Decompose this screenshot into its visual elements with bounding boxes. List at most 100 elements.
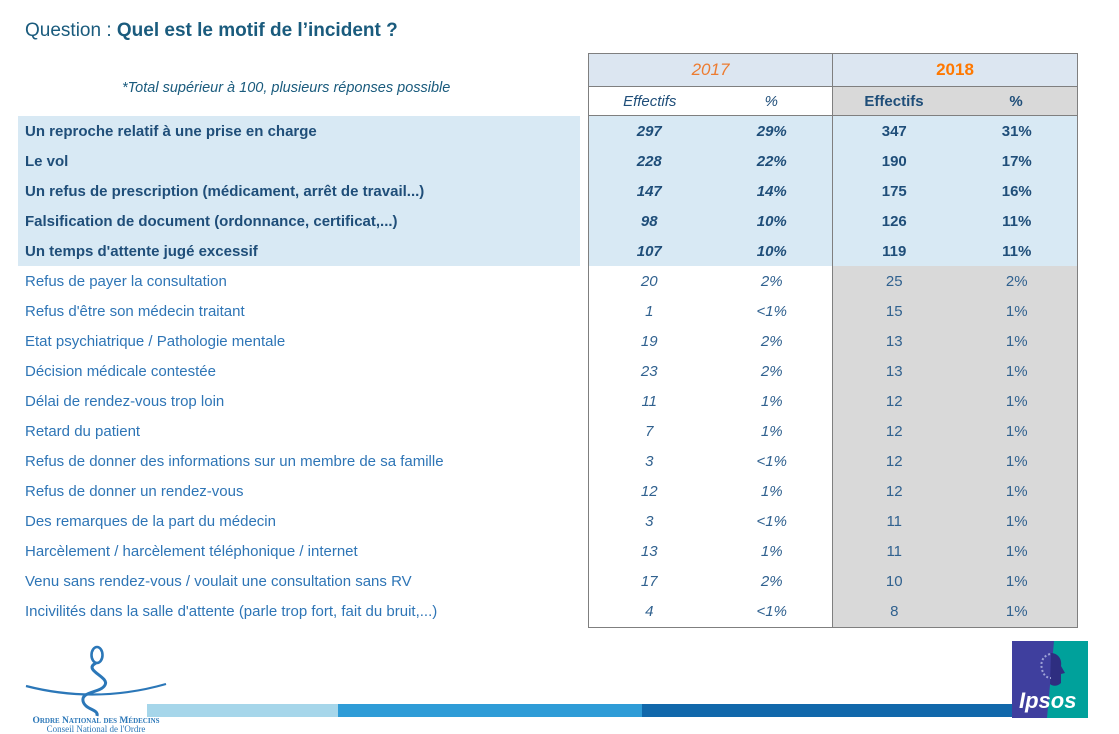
page-title: Question : Quel est le motif de l’incide… bbox=[25, 20, 398, 42]
value-2018-effectifs: 190 bbox=[833, 146, 956, 177]
column-header-2017: 2017 bbox=[588, 53, 833, 87]
value-2017-pct: 2% bbox=[710, 266, 833, 297]
row-label: Un temps d'attente jugé excessif bbox=[18, 236, 580, 267]
value-2018-pct: 17% bbox=[955, 146, 1078, 177]
subheader-2017-pct: % bbox=[764, 92, 778, 110]
row-gap bbox=[580, 116, 588, 146]
subheader-2018: Effectifs % bbox=[832, 86, 1078, 116]
value-2017-pct: 2% bbox=[710, 326, 833, 357]
value-2017-effectifs: 107 bbox=[588, 236, 711, 267]
ipsos-wordmark: Ipsos bbox=[1019, 688, 1076, 713]
row-gap bbox=[580, 477, 588, 507]
value-2017-pct: 1% bbox=[710, 416, 833, 447]
row-label: Etat psychiatrique / Pathologie mentale bbox=[25, 332, 286, 350]
table-row: Harcèlement / harcèlement téléphonique /… bbox=[18, 536, 1078, 567]
value-2018-pct: 1% bbox=[955, 326, 1078, 357]
value-2017-pct: 22% bbox=[710, 146, 833, 177]
row-gap bbox=[580, 176, 588, 206]
onm-swoosh-shape bbox=[25, 682, 167, 696]
row-label: Harcèlement / harcèlement téléphonique /… bbox=[25, 543, 358, 561]
value-2018-effectifs: 13 bbox=[833, 356, 956, 387]
value-2018-effectifs: 12 bbox=[833, 416, 956, 447]
table-row: Retard du patient 7 1% 12 1% bbox=[18, 416, 1078, 447]
table-row: Le vol 228 22% 190 17% bbox=[18, 146, 1078, 177]
row-label: Délai de rendez-vous trop loin bbox=[25, 392, 225, 410]
value-2018-pct: 1% bbox=[955, 446, 1078, 477]
row-label: Retard du patient bbox=[25, 422, 141, 440]
value-2018-effectifs: 11 bbox=[833, 536, 956, 567]
value-2018-effectifs: 175 bbox=[833, 176, 956, 207]
row-gap bbox=[580, 326, 588, 356]
ipsos-indigo-half bbox=[1012, 641, 1054, 718]
value-2017-effectifs: 13 bbox=[588, 536, 711, 567]
table-row: Un temps d'attente jugé excessif 107 10% 11… bbox=[18, 236, 1078, 267]
value-2018-effectifs: 12 bbox=[833, 386, 956, 417]
onm-caduceus-head bbox=[90, 645, 104, 665]
value-2018-pct: 1% bbox=[955, 476, 1078, 507]
value-2018-effectifs: 12 bbox=[833, 446, 956, 477]
value-2017-effectifs: 20 bbox=[588, 266, 711, 297]
value-2018-pct: 11% bbox=[955, 206, 1078, 237]
table-row: Incivilités dans la salle d'attente (par… bbox=[18, 596, 1078, 627]
value-2018-pct: 11% bbox=[955, 236, 1078, 267]
table-row: Des remarques de la part du médecin 3 <1% 1… bbox=[18, 506, 1078, 537]
subheader-2018-pct: % bbox=[1009, 92, 1023, 110]
value-2017-pct: 10% bbox=[710, 206, 833, 237]
footer-bar-dark bbox=[642, 704, 1088, 717]
value-2018-pct: 1% bbox=[955, 386, 1078, 417]
value-2018-effectifs: 119 bbox=[833, 236, 956, 267]
value-2017-effectifs: 4 bbox=[588, 596, 711, 627]
value-2017-effectifs: 147 bbox=[588, 176, 711, 207]
value-2018-effectifs: 12 bbox=[833, 476, 956, 507]
ipsos-logo: Ipsos bbox=[1012, 641, 1088, 718]
value-2018-effectifs: 15 bbox=[833, 296, 956, 327]
value-2017-pct: 1% bbox=[710, 536, 833, 567]
subheader-2017-effectifs: Effectifs bbox=[623, 92, 677, 110]
value-2017-effectifs: 11 bbox=[588, 386, 711, 417]
onm-logo: Ordre National des Médecins Conseil Nati… bbox=[25, 645, 167, 734]
value-2017-pct: 29% bbox=[710, 116, 833, 147]
row-label: Un refus de prescription (médicament, ar… bbox=[18, 176, 580, 207]
row-label: Refus d'être son médecin traitant bbox=[25, 302, 245, 320]
row-label: Décision médicale contestée bbox=[25, 362, 216, 380]
value-2017-pct: <1% bbox=[710, 446, 833, 477]
ipsos-face-dots bbox=[1040, 653, 1052, 679]
row-label: Le vol bbox=[18, 146, 580, 177]
row-gap bbox=[580, 447, 588, 477]
value-2017-effectifs: 297 bbox=[588, 116, 711, 147]
footer-bar-light bbox=[147, 704, 338, 717]
value-2017-effectifs: 7 bbox=[588, 416, 711, 447]
table-rows: Un reproche relatif à une prise en charg… bbox=[18, 116, 1078, 627]
title-prefix: Question : bbox=[25, 20, 117, 41]
value-2017-pct: 1% bbox=[710, 476, 833, 507]
row-label: Refus de donner des informations sur un … bbox=[25, 453, 444, 471]
value-2017-effectifs: 12 bbox=[588, 476, 711, 507]
value-2018-pct: 1% bbox=[955, 416, 1078, 447]
value-2017-pct: 1% bbox=[710, 386, 833, 417]
value-2018-pct: 31% bbox=[955, 116, 1078, 147]
value-2018-effectifs: 13 bbox=[833, 326, 956, 357]
row-label: Falsification de document (ordonnance, c… bbox=[18, 206, 580, 237]
row-gap bbox=[580, 537, 588, 567]
row-gap bbox=[580, 507, 588, 537]
value-2017-effectifs: 23 bbox=[588, 356, 711, 387]
value-2018-effectifs: 11 bbox=[833, 506, 956, 537]
column-header-2018: 2018 bbox=[832, 53, 1078, 87]
row-gap bbox=[580, 296, 588, 326]
value-2018-effectifs: 10 bbox=[833, 566, 956, 597]
value-2017-effectifs: 1 bbox=[588, 296, 711, 327]
value-2017-effectifs: 228 bbox=[588, 146, 711, 177]
table-row: Venu sans rendez-vous / voulait une cons… bbox=[18, 566, 1078, 597]
value-2017-effectifs: 3 bbox=[588, 506, 711, 537]
table-row: Un reproche relatif à une prise en charg… bbox=[18, 116, 1078, 147]
row-gap bbox=[580, 266, 588, 296]
value-2018-pct: 1% bbox=[955, 536, 1078, 567]
table-row: Un refus de prescription (médicament, ar… bbox=[18, 176, 1078, 207]
value-2017-pct: <1% bbox=[710, 596, 833, 627]
ipsos-face-profile bbox=[1050, 653, 1065, 686]
row-gap bbox=[580, 416, 588, 446]
value-2017-pct: <1% bbox=[710, 506, 833, 537]
row-label: Incivilités dans la salle d'attente (par… bbox=[25, 603, 438, 621]
value-2017-pct: 2% bbox=[710, 566, 833, 597]
value-2017-pct: 10% bbox=[710, 236, 833, 267]
